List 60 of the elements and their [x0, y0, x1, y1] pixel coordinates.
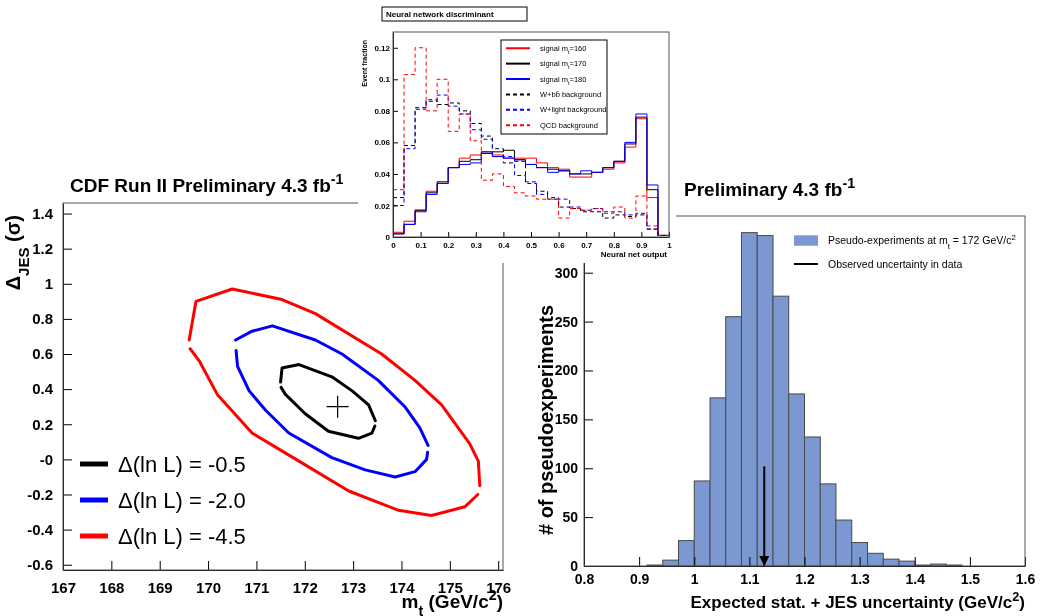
x-tick-label: 0.3 [470, 240, 483, 250]
x-tick-label: 1.4 [905, 570, 926, 587]
y-tick-label: 0.6 [32, 345, 53, 363]
x-tick-label: 1 [667, 240, 673, 250]
x-tick-label: 171 [244, 578, 270, 596]
x-tick-label: 175 [437, 578, 463, 596]
x-tick-label: 0.4 [498, 240, 511, 250]
chart-title: Neural network discriminant [386, 10, 494, 19]
x-tick-label: 1.6 [1015, 570, 1036, 587]
x-tick-label: 0.9 [636, 240, 649, 250]
legend-label: Δ(ln L) = -2.0 [118, 487, 246, 513]
x-tick-label: 1.1 [740, 570, 760, 587]
y-tick-label: 0.08 [374, 106, 391, 116]
x-tick-label: 1.3 [850, 570, 871, 587]
y-tick-label: 0.1 [378, 75, 391, 85]
x-tick-label: 170 [196, 578, 222, 596]
chart-title: CDF Run II Preliminary 4.3 fb$^{-1}$ [70, 171, 344, 196]
y-tick-label: -0.2 [27, 485, 53, 503]
y-tick-label: 0.12 [374, 43, 391, 53]
x-tick-label: 0.9 [629, 570, 650, 587]
x-tick-label: 169 [147, 578, 173, 596]
x-tick-label: 168 [99, 578, 125, 596]
x-tick-label: 0.1 [415, 240, 428, 250]
y-tick-label: 50 [562, 509, 579, 526]
y-tick-label: 0.8 [32, 310, 53, 328]
x-tick-label: 172 [292, 578, 318, 596]
y-tick-label: 0.02 [374, 201, 391, 211]
y-tick-label: 100 [554, 460, 579, 477]
y-tick-label: -0 [39, 450, 53, 468]
chart-title: Preliminary 4.3 fb$^{-1}$ [684, 175, 856, 200]
x-tick-label: 174 [389, 578, 416, 596]
legend-label: Observed uncertainty in data [828, 257, 963, 270]
x-tick-label: 173 [341, 578, 367, 596]
x-tick-label: 167 [50, 578, 77, 596]
y-tick-label: 0.04 [374, 169, 391, 179]
x-axis-title: Expected stat. + JES uncertainty (GeV/c$^{2}$) [690, 588, 1025, 612]
y-tick-label: 250 [554, 313, 579, 330]
x-tick-label: 0.2 [443, 240, 455, 250]
y-tick-label: 0 [385, 233, 391, 243]
y-tick-label: 0.06 [374, 138, 391, 148]
y-tick-label: 1 [44, 275, 53, 293]
y-tick-label: 200 [554, 362, 579, 379]
y-axis-title: # of pseudoexperiments [535, 304, 557, 536]
legend-label: Δ(ln L) = -0.5 [118, 451, 246, 477]
x-axis-title: Neural net output [600, 250, 668, 259]
x-tick-label: 0.8 [608, 240, 621, 250]
y-tick-label: 0.2 [32, 415, 53, 433]
x-tick-label: 1 [690, 570, 699, 587]
x-tick-label: 0.7 [581, 240, 593, 250]
y-tick-label: 300 [554, 264, 579, 281]
legend-label: Δ(ln L) = -4.5 [118, 523, 246, 549]
legend-label: Pseudo-experiments at m$_{t}$ = 172 GeV/c$^{2}$ [828, 232, 1016, 251]
x-tick-label: 1.2 [795, 570, 815, 587]
y-tick-label: -0.6 [27, 556, 53, 574]
y-tick-label: 0.4 [32, 380, 54, 398]
x-tick-label: 0.5 [525, 240, 538, 250]
y-tick-label: 1.4 [32, 204, 54, 222]
x-tick-label: 1.5 [960, 570, 981, 587]
y-tick-label: -0.4 [27, 520, 54, 538]
y-tick-label: 150 [554, 411, 579, 428]
